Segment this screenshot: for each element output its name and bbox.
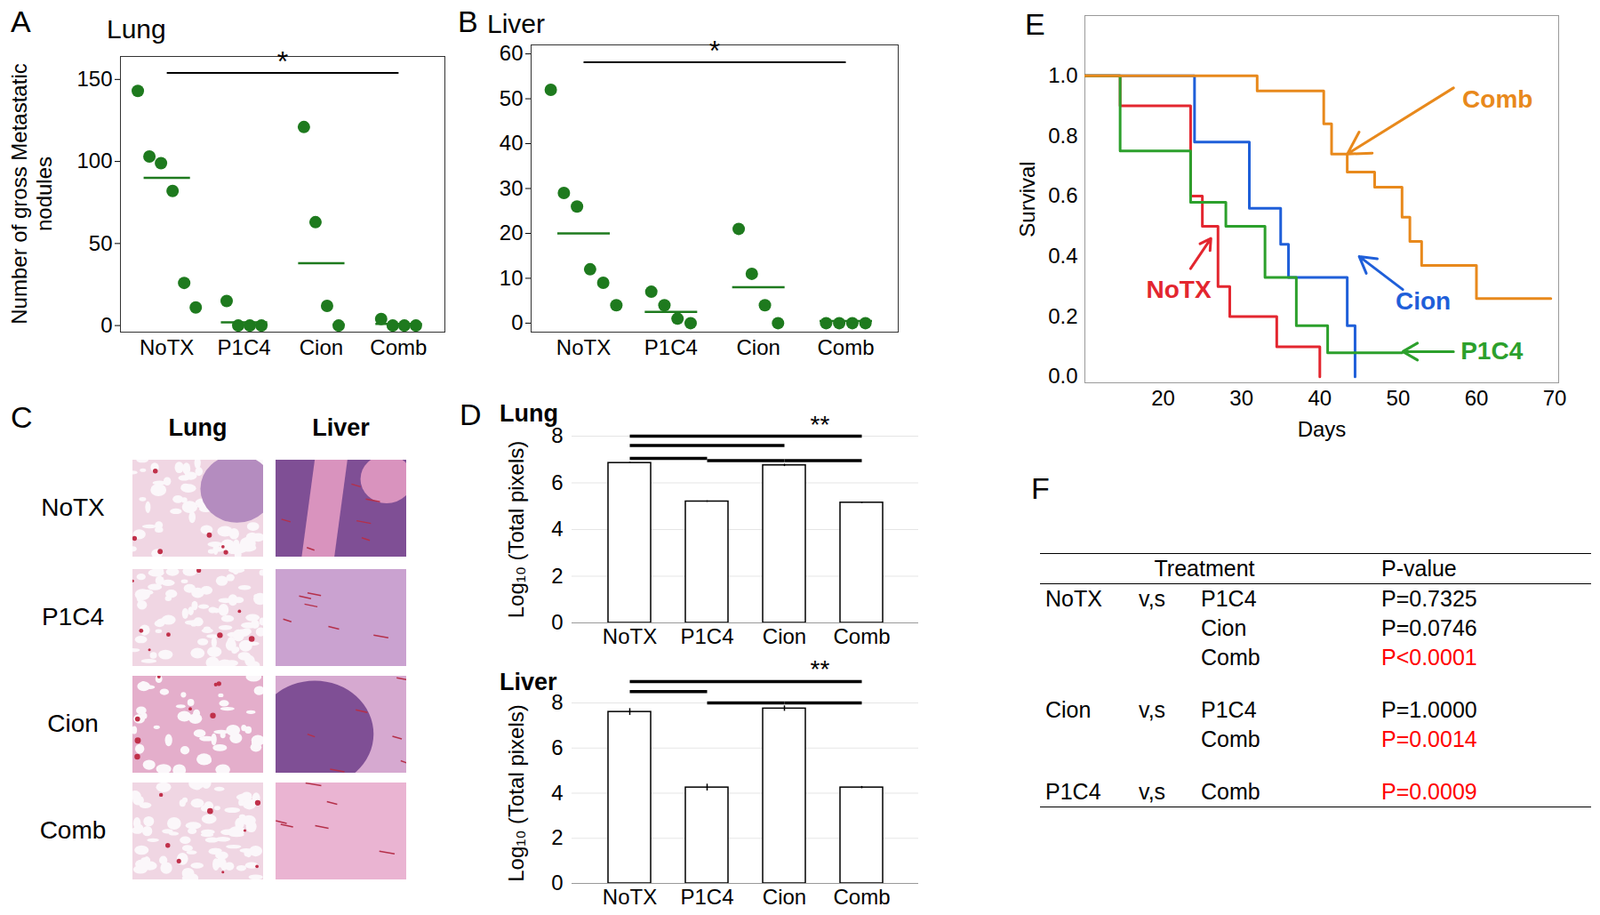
html-text:Lung: Lung: [106, 14, 167, 44]
html-text:Number of gross Metastatic nod: Number of gross Metastatic nodules: [7, 63, 56, 325]
svg-text:NoTX: NoTX: [556, 335, 611, 360]
html-text:Lung: Lung: [499, 400, 559, 427]
svg-text:4: 4: [551, 780, 563, 805]
svg-text:Comb: Comb: [832, 884, 890, 909]
svg-text:Log₁₀ (Total pixels): Log₁₀ (Total pixels): [504, 704, 528, 881]
svg-text:6: 6: [551, 470, 563, 495]
svg-text:150: 150: [76, 66, 112, 91]
svg-text:0: 0: [551, 609, 563, 634]
svg-text:Days: Days: [1297, 416, 1347, 441]
svg-text:0: 0: [511, 310, 523, 335]
svg-text:20: 20: [499, 220, 524, 245]
svg-text:0.2: 0.2: [1048, 304, 1078, 328]
svg-text:Cion: Cion: [762, 884, 807, 909]
html-text:v,s: v,s: [1138, 585, 1166, 611]
html-text:E: E: [1024, 7, 1046, 41]
svg-text:0.6: 0.6: [1048, 183, 1078, 208]
svg-text:*: *: [709, 34, 720, 67]
html-text:P=0.0746: P=0.0746: [1381, 615, 1478, 640]
svg-text:P1C4: P1C4: [1460, 336, 1523, 365]
html-text:Comb: Comb: [39, 815, 107, 844]
svg-text:Comb: Comb: [816, 335, 874, 360]
html-text:P=0.0009: P=0.0009: [1381, 778, 1478, 804]
svg-text:70: 70: [1543, 385, 1568, 410]
svg-text:50: 50: [499, 86, 524, 111]
html-text:NoTX: NoTX: [41, 492, 105, 521]
svg-text:50: 50: [1386, 385, 1411, 410]
html-text:P1C4: P1C4: [1200, 696, 1257, 722]
svg-text:0.8: 0.8: [1048, 123, 1078, 148]
svg-text:0: 0: [551, 870, 563, 895]
html-text:D: D: [459, 397, 482, 432]
svg-text:Cion: Cion: [1395, 287, 1451, 315]
svg-text:Comb: Comb: [1462, 85, 1533, 113]
svg-text:Log₁₀ (Total pixels): Log₁₀ (Total pixels): [504, 440, 528, 618]
svg-text:Cion: Cion: [299, 335, 344, 360]
svg-text:8: 8: [551, 423, 563, 448]
html-text:P1C4: P1C4: [41, 602, 104, 630]
html-text:A: A: [10, 4, 31, 39]
html-text:Cion: Cion: [1045, 696, 1092, 722]
svg-text:2: 2: [551, 824, 563, 849]
html-text:C: C: [10, 400, 33, 434]
svg-text:100: 100: [76, 148, 112, 173]
svg-text:2: 2: [551, 563, 563, 588]
svg-text:1.0: 1.0: [1048, 63, 1078, 88]
svg-text:P1C4: P1C4: [680, 884, 734, 909]
svg-text:**: **: [810, 655, 831, 683]
svg-text:4: 4: [551, 516, 563, 541]
html-text:Liver: Liver: [499, 668, 557, 696]
svg-text:Comb: Comb: [369, 335, 427, 360]
html-text:v,s: v,s: [1138, 778, 1166, 804]
html-text:Treatment: Treatment: [1154, 555, 1255, 581]
svg-text:NoTX: NoTX: [602, 624, 657, 648]
html-text:P=0.0014: P=0.0014: [1381, 726, 1478, 752]
html-text:P<0.0001: P<0.0001: [1381, 644, 1478, 670]
html-text:Cion: Cion: [1200, 615, 1247, 640]
svg-text:NoTX: NoTX: [139, 335, 194, 360]
svg-text:40: 40: [499, 130, 524, 155]
html-text:NoTX: NoTX: [1045, 585, 1103, 611]
svg-text:Cion: Cion: [762, 624, 807, 648]
svg-text:0: 0: [100, 312, 112, 337]
svg-text:P1C4: P1C4: [644, 335, 698, 360]
html-text:Liver: Liver: [312, 414, 370, 441]
html-text:Cion: Cion: [47, 708, 99, 737]
svg-text:Cion: Cion: [736, 335, 780, 360]
svg-text:8: 8: [551, 689, 564, 714]
svg-text:Comb: Comb: [832, 624, 890, 648]
html-text:Lung: Lung: [168, 414, 228, 441]
svg-text:30: 30: [499, 176, 524, 200]
svg-text:NoTX: NoTX: [602, 884, 657, 909]
svg-text:0.4: 0.4: [1048, 243, 1078, 268]
html-text:Comb: Comb: [1200, 778, 1261, 804]
svg-text:NoTX: NoTX: [1145, 275, 1211, 304]
html-text:Comb: Comb: [1200, 726, 1261, 752]
html-text:B Liver: B Liver: [457, 4, 545, 39]
html-text:P-value: P-value: [1381, 555, 1457, 581]
html-text:Comb: Comb: [1200, 644, 1261, 670]
svg-text:P1C4: P1C4: [680, 624, 734, 648]
svg-text:60: 60: [499, 40, 524, 65]
svg-text:50: 50: [88, 231, 113, 256]
svg-text:60: 60: [1464, 385, 1489, 410]
svg-text:6: 6: [551, 735, 563, 760]
html-text:P=0.7325: P=0.7325: [1381, 585, 1478, 611]
svg-text:10: 10: [499, 265, 524, 290]
svg-text:**: **: [810, 410, 831, 439]
svg-text:30: 30: [1229, 385, 1254, 410]
svg-text:40: 40: [1307, 385, 1332, 410]
svg-text:0.0: 0.0: [1048, 363, 1078, 388]
html-text:F: F: [1031, 471, 1050, 505]
html-text:v,s: v,s: [1138, 696, 1166, 722]
svg-text:*: *: [277, 45, 288, 78]
html-text:P1C4: P1C4: [1200, 585, 1257, 611]
svg-text:P1C4: P1C4: [217, 335, 272, 360]
svg-text:Survival: Survival: [1015, 160, 1040, 237]
html-text:P=1.0000: P=1.0000: [1381, 696, 1478, 722]
svg-text:20: 20: [1151, 385, 1176, 410]
html-text:P1C4: P1C4: [1045, 778, 1101, 804]
